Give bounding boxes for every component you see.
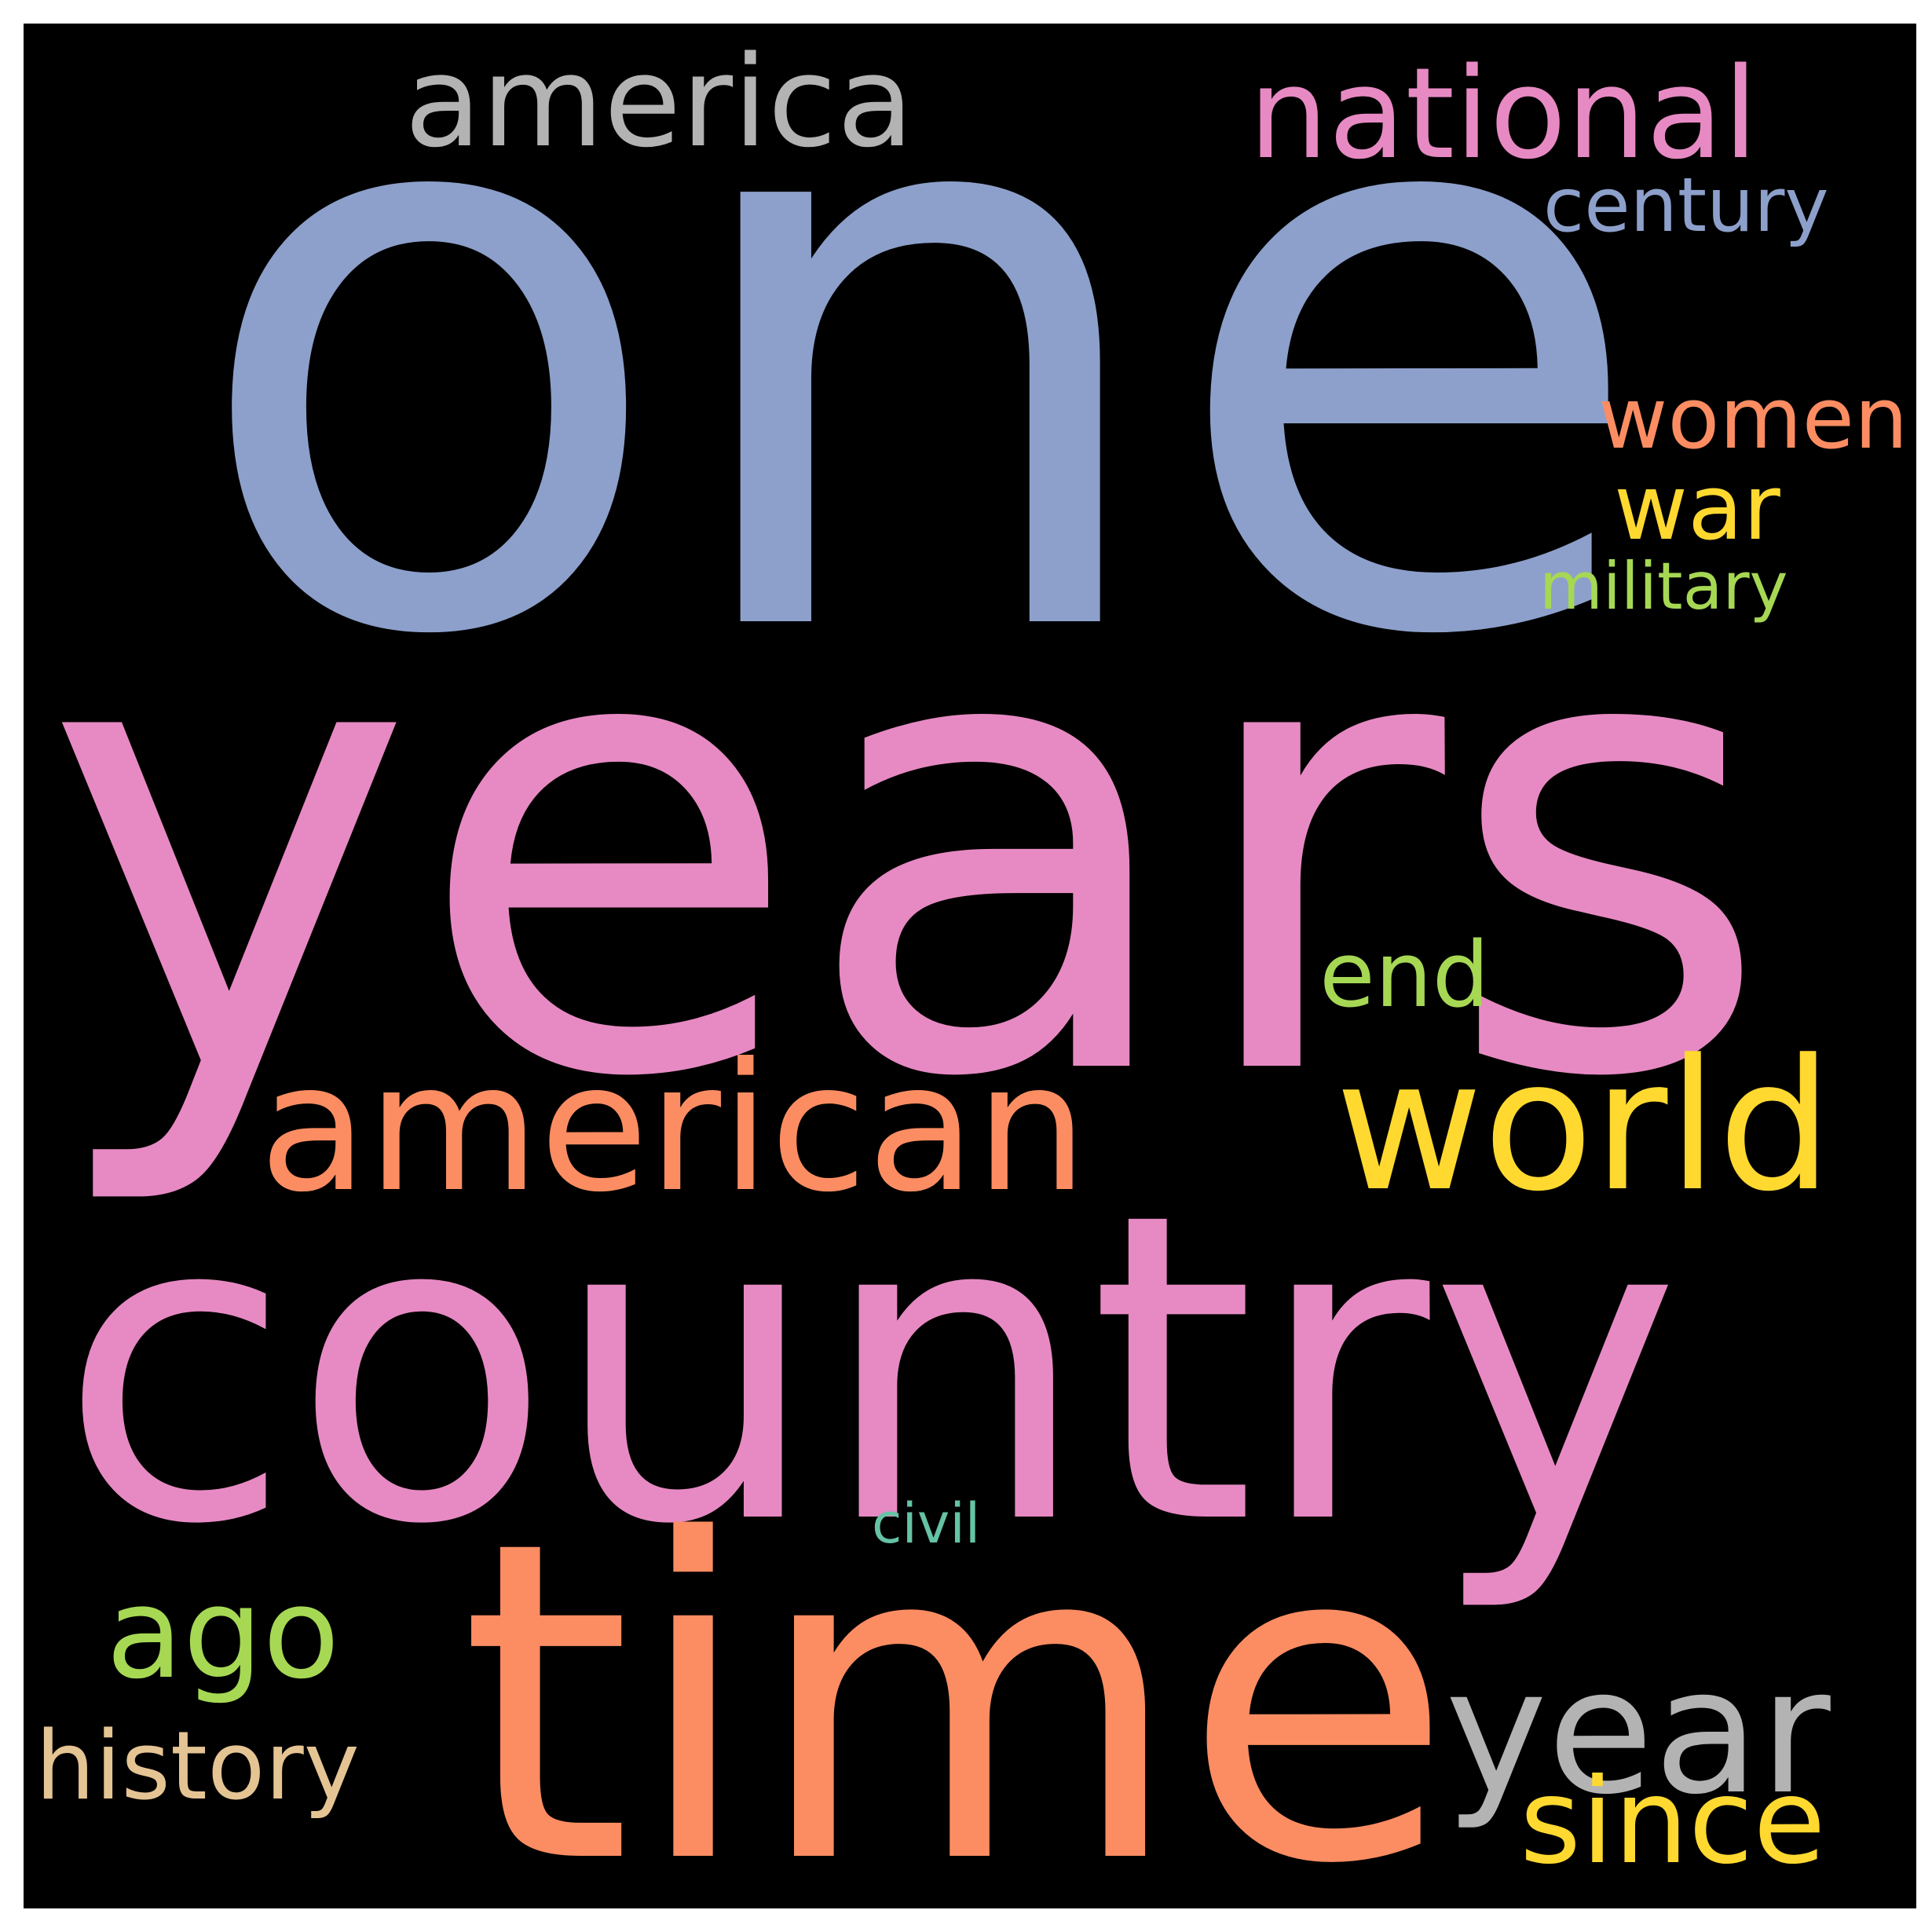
word-one: one <box>188 24 1650 807</box>
word-history: history <box>35 1712 360 1821</box>
word-civil: civil <box>872 1491 981 1556</box>
word-cloud-panel: one years country time american world am… <box>24 24 1916 1908</box>
word-years: years <box>43 482 1773 1214</box>
word-ago: ago <box>106 1560 340 1707</box>
word-american: american <box>259 1026 1088 1231</box>
word-war: war <box>1614 456 1780 561</box>
word-national: national <box>1249 40 1758 187</box>
word-time: time <box>459 1448 1454 1908</box>
word-since: since <box>1520 1754 1826 1890</box>
word-america: america <box>404 28 914 175</box>
word-century: century <box>1543 163 1829 249</box>
word-end: end <box>1319 923 1490 1028</box>
word-military: military <box>1539 548 1788 624</box>
word-women: women <box>1598 370 1908 468</box>
word-world: world <box>1335 1022 1833 1231</box>
word-year: year <box>1445 1631 1831 1832</box>
word-country: country <box>59 1124 1681 1617</box>
